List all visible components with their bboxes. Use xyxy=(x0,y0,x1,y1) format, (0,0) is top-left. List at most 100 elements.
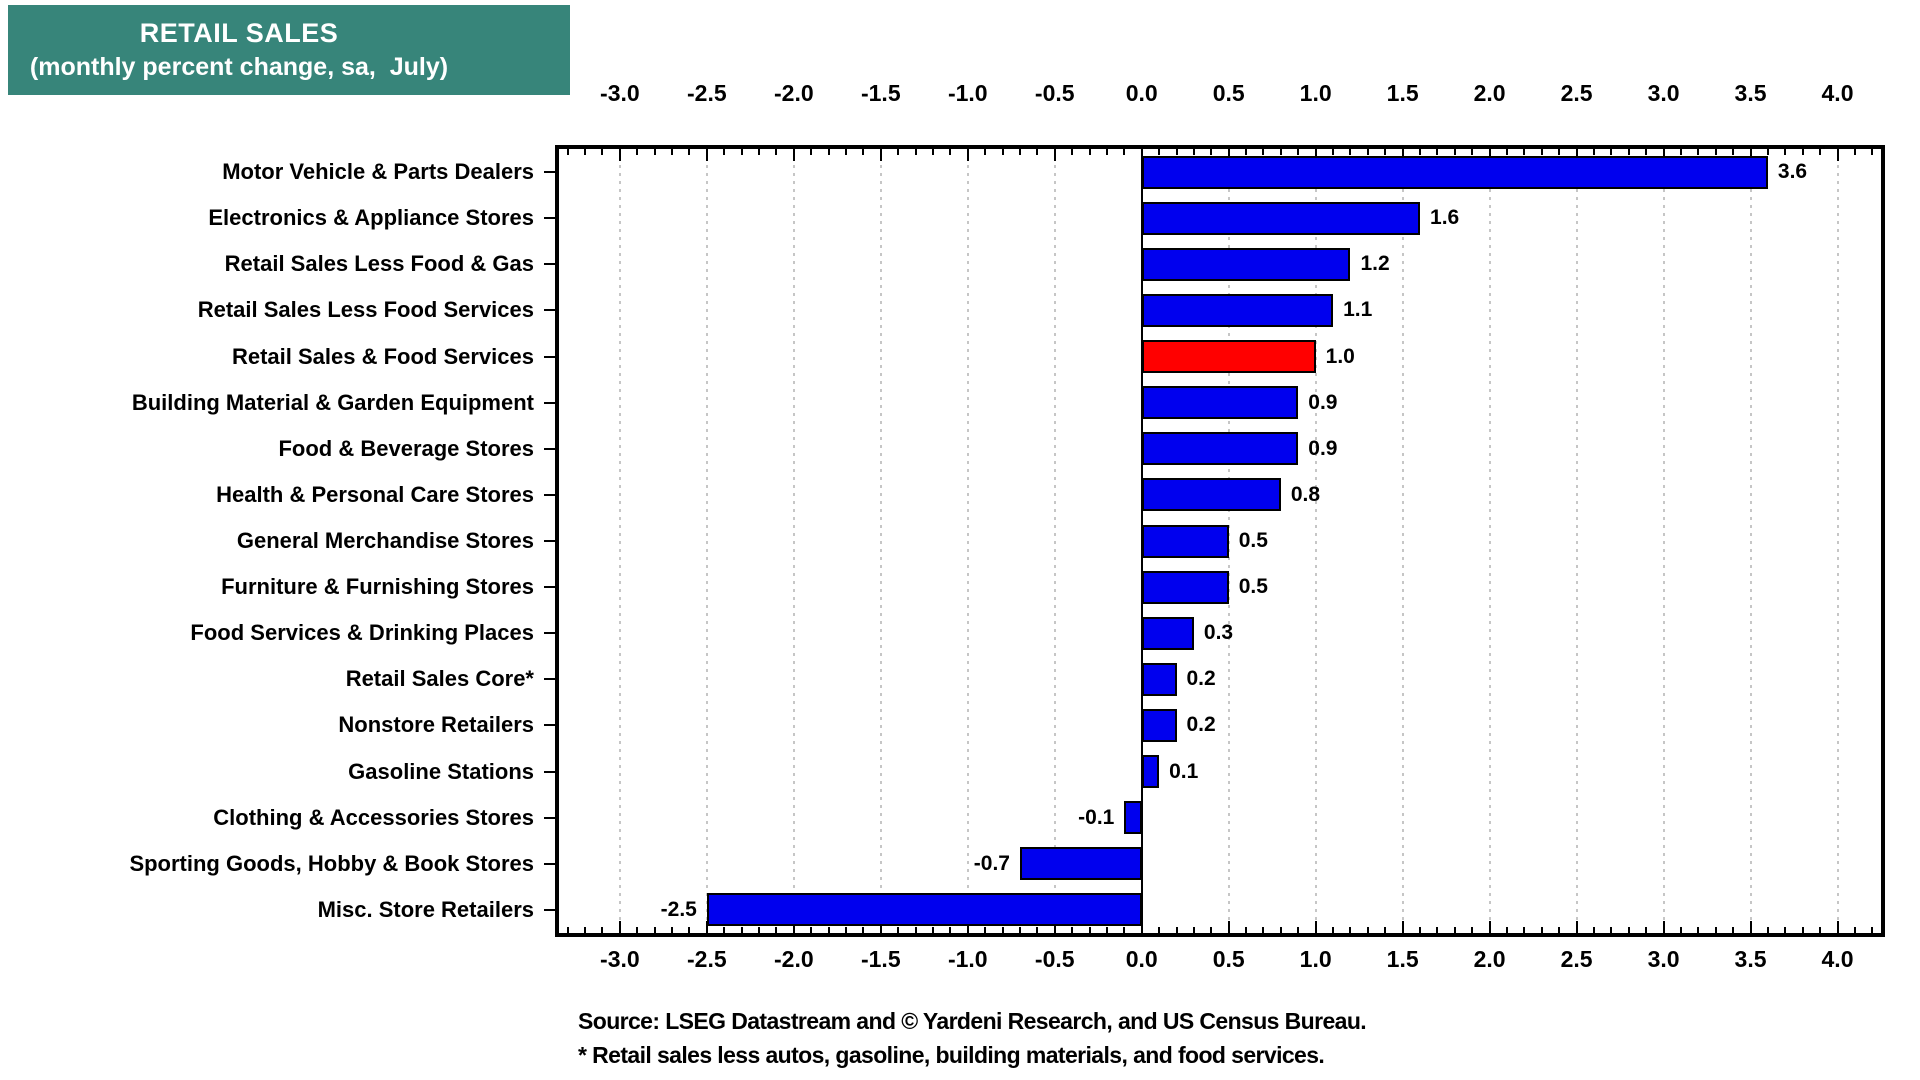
minor-tick xyxy=(1262,149,1265,155)
minor-tick xyxy=(845,149,847,155)
minor-tick xyxy=(1558,149,1561,155)
minor-tick xyxy=(775,927,778,933)
category-label: Clothing & Accessories Stores xyxy=(213,804,534,830)
major-tick xyxy=(879,149,882,161)
minor-tick xyxy=(1071,149,1074,155)
category-label: Building Material & Garden Equipment xyxy=(131,389,534,415)
bar-value-label: -0.7 xyxy=(973,851,1010,875)
bar-value-label: 0.2 xyxy=(1186,667,1216,691)
bar-value-label: 0.5 xyxy=(1238,575,1268,599)
major-tick xyxy=(1836,149,1839,161)
bar-value-label: 3.6 xyxy=(1777,160,1808,184)
x-tick-label: 4.0 xyxy=(1821,946,1854,972)
major-tick xyxy=(618,921,621,933)
minor-tick xyxy=(1210,149,1213,155)
category-tick xyxy=(544,770,555,773)
minor-tick xyxy=(1036,149,1039,155)
minor-tick xyxy=(1105,149,1108,155)
plot-area: 3.6 1.6 1.2 1.1 1.0 0.9 0.9 0.8 0.5 0.5 0.3 0.2 0.2 0… xyxy=(544,145,1885,937)
bar-value-label: 0.8 xyxy=(1290,482,1321,506)
minor-tick xyxy=(1192,927,1195,933)
x-tick-label: 0.0 xyxy=(1125,946,1158,972)
x-tick-label: 2.5 xyxy=(1560,80,1593,106)
major-tick xyxy=(1488,921,1491,933)
minor-tick xyxy=(1679,149,1682,155)
minor-tick xyxy=(1592,149,1595,155)
bar xyxy=(1141,201,1421,235)
minor-tick xyxy=(1471,149,1474,155)
minor-tick xyxy=(1453,149,1456,155)
minor-tick xyxy=(1610,149,1613,155)
minor-tick xyxy=(671,927,674,933)
minor-tick xyxy=(1332,149,1335,155)
minor-tick xyxy=(845,927,847,933)
bar xyxy=(1141,570,1229,604)
minor-tick xyxy=(723,149,726,155)
major-tick xyxy=(1488,149,1491,161)
category-tick xyxy=(544,217,555,220)
minor-tick xyxy=(1001,149,1004,155)
x-tick-label: -0.5 xyxy=(1034,946,1075,972)
minor-tick xyxy=(1018,149,1021,155)
minor-tick xyxy=(566,927,569,933)
minor-tick xyxy=(1506,927,1508,933)
minor-tick xyxy=(1245,149,1248,155)
x-tick-label: -0.5 xyxy=(1034,80,1075,106)
minor-tick xyxy=(740,149,743,155)
grid-line xyxy=(966,149,969,933)
grid-line xyxy=(1227,149,1230,933)
minor-tick xyxy=(1592,927,1595,933)
minor-tick xyxy=(1801,149,1804,155)
minor-tick xyxy=(984,149,987,155)
major-tick xyxy=(1662,921,1665,933)
minor-tick xyxy=(1279,927,1282,933)
minor-tick xyxy=(1871,927,1874,933)
bar xyxy=(1019,847,1142,881)
minor-tick xyxy=(1366,927,1369,933)
minor-tick xyxy=(931,149,934,155)
category-label: Retail Sales Less Food Services xyxy=(197,297,534,323)
footnote-line: * Retail sales less autos, gasoline, bui… xyxy=(578,1042,1325,1068)
minor-tick xyxy=(1036,927,1039,933)
x-tick-label: 2.0 xyxy=(1473,80,1506,106)
minor-tick xyxy=(949,927,952,933)
major-tick xyxy=(705,921,708,933)
category-tick xyxy=(544,401,555,404)
major-tick xyxy=(1575,921,1578,933)
minor-tick xyxy=(688,149,691,155)
minor-tick xyxy=(1192,149,1195,155)
minor-tick xyxy=(1453,927,1456,933)
x-tick-label: 1.0 xyxy=(1299,80,1332,106)
bar xyxy=(1141,386,1299,420)
minor-tick xyxy=(723,927,726,933)
bar xyxy=(1141,662,1177,696)
minor-tick xyxy=(1349,927,1352,933)
category-label: Nonstore Retailers xyxy=(338,712,534,738)
minor-tick xyxy=(810,149,813,155)
minor-tick xyxy=(897,149,900,155)
major-tick xyxy=(1749,149,1752,161)
bar-value-label: 0.9 xyxy=(1308,436,1338,460)
minor-tick xyxy=(1506,149,1508,155)
minor-tick xyxy=(584,149,587,155)
major-tick xyxy=(1314,149,1317,161)
minor-tick xyxy=(1384,927,1387,933)
minor-tick xyxy=(1419,927,1422,933)
major-tick xyxy=(966,149,969,161)
x-tick-label: 0.0 xyxy=(1125,80,1158,106)
major-tick xyxy=(1575,149,1578,161)
category-tick xyxy=(544,263,555,266)
minor-tick xyxy=(862,149,865,155)
minor-tick xyxy=(1105,927,1108,933)
minor-tick xyxy=(636,927,639,933)
category-label: Furniture & Furnishing Stores xyxy=(221,574,534,600)
minor-tick xyxy=(931,927,934,933)
minor-tick xyxy=(984,927,987,933)
bar-value-label: 1.0 xyxy=(1325,344,1355,368)
major-tick xyxy=(1401,921,1404,933)
minor-tick xyxy=(914,149,917,155)
bar-value-label: 1.1 xyxy=(1343,298,1373,322)
minor-tick xyxy=(566,149,569,155)
minor-tick xyxy=(1766,149,1769,155)
minor-tick xyxy=(1366,149,1369,155)
